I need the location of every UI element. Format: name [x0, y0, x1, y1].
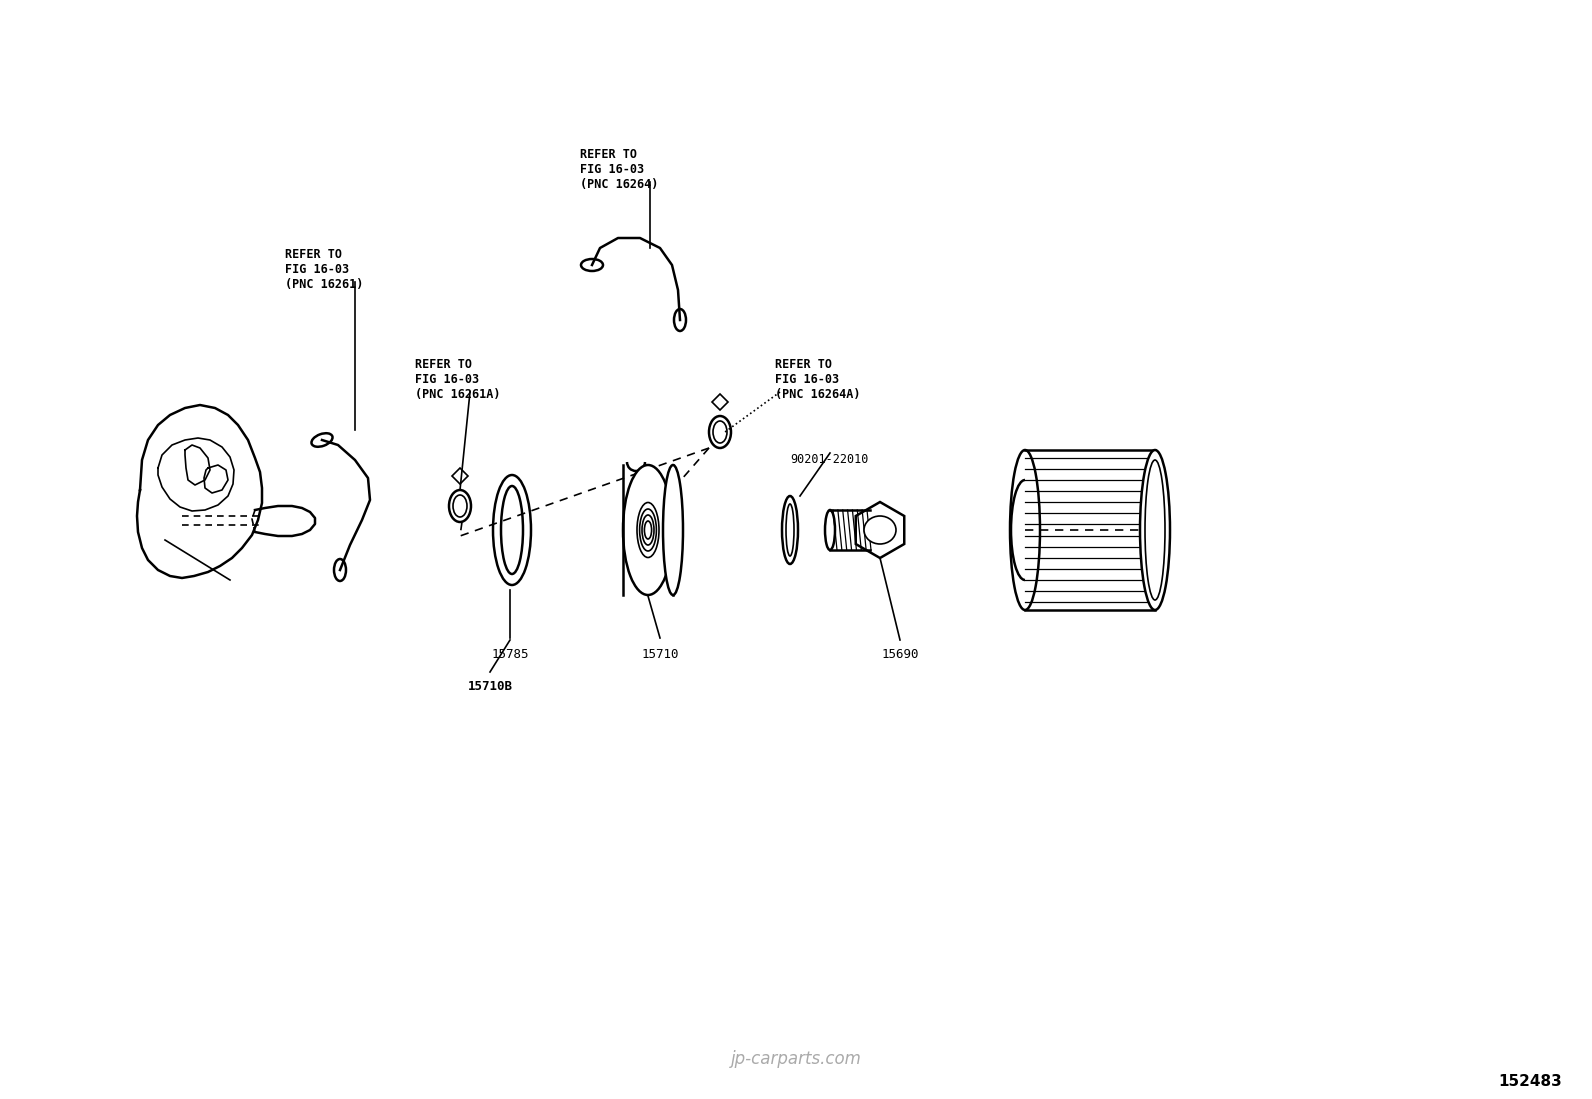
- Ellipse shape: [708, 417, 731, 448]
- Ellipse shape: [825, 510, 834, 550]
- Text: REFER TO
FIG 16-03
(PNC 16261A): REFER TO FIG 16-03 (PNC 16261A): [416, 358, 500, 401]
- Polygon shape: [452, 468, 468, 484]
- Text: 15710: 15710: [642, 648, 678, 660]
- Text: 15710B: 15710B: [468, 680, 513, 693]
- Text: 90201-22010: 90201-22010: [790, 453, 868, 466]
- Ellipse shape: [662, 465, 683, 595]
- Polygon shape: [712, 395, 728, 410]
- Ellipse shape: [622, 465, 673, 595]
- Text: 15690: 15690: [882, 648, 919, 660]
- Text: 15785: 15785: [492, 648, 529, 660]
- Ellipse shape: [1140, 449, 1170, 610]
- Text: 152483: 152483: [1498, 1074, 1562, 1088]
- Ellipse shape: [1009, 449, 1040, 610]
- Polygon shape: [856, 502, 904, 558]
- Ellipse shape: [449, 490, 471, 522]
- Text: REFER TO
FIG 16-03
(PNC 16264A): REFER TO FIG 16-03 (PNC 16264A): [775, 358, 861, 401]
- Text: REFER TO
FIG 16-03
(PNC 16264): REFER TO FIG 16-03 (PNC 16264): [579, 148, 659, 191]
- Text: REFER TO
FIG 16-03
(PNC 16261): REFER TO FIG 16-03 (PNC 16261): [285, 248, 363, 291]
- Text: jp-carparts.com: jp-carparts.com: [731, 1050, 861, 1068]
- Ellipse shape: [864, 517, 896, 544]
